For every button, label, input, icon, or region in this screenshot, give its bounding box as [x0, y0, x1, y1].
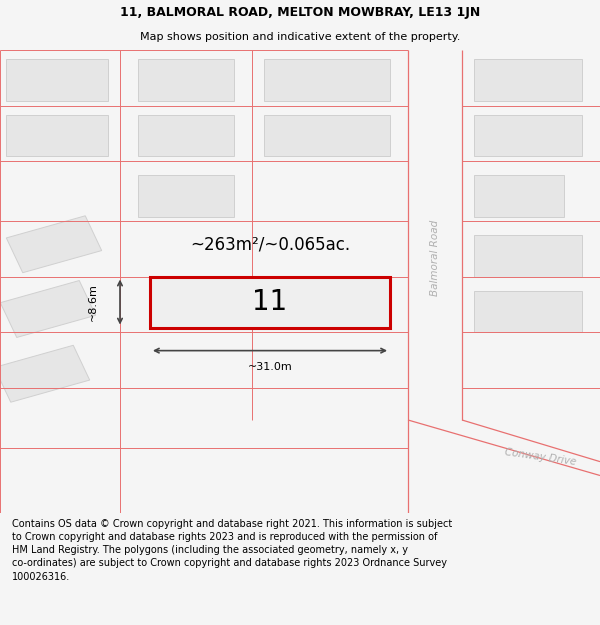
Text: 11, BALMORAL ROAD, MELTON MOWBRAY, LE13 1JN: 11, BALMORAL ROAD, MELTON MOWBRAY, LE13 … — [120, 6, 480, 19]
Text: Balmoral Road: Balmoral Road — [430, 220, 440, 296]
Bar — [150, 277, 390, 328]
Bar — [138, 115, 234, 156]
Bar — [474, 291, 582, 332]
Text: ~8.6m: ~8.6m — [88, 283, 98, 321]
Text: Map shows position and indicative extent of the property.: Map shows position and indicative extent… — [140, 32, 460, 43]
Bar — [264, 59, 390, 101]
Polygon shape — [0, 345, 89, 403]
Bar — [138, 175, 234, 216]
Bar — [138, 59, 234, 101]
Bar — [264, 115, 390, 156]
Bar — [474, 115, 582, 156]
Bar — [6, 59, 108, 101]
Text: 11: 11 — [253, 288, 287, 316]
Bar — [474, 175, 564, 216]
Text: Contains OS data © Crown copyright and database right 2021. This information is : Contains OS data © Crown copyright and d… — [12, 519, 452, 581]
Bar — [6, 115, 108, 156]
Bar — [474, 59, 582, 101]
Polygon shape — [1, 281, 95, 338]
Polygon shape — [7, 216, 101, 272]
Text: ~31.0m: ~31.0m — [248, 362, 292, 372]
Text: ~263m²/~0.065ac.: ~263m²/~0.065ac. — [190, 235, 350, 253]
Text: Conway Drive: Conway Drive — [503, 447, 577, 467]
Bar — [474, 235, 582, 277]
